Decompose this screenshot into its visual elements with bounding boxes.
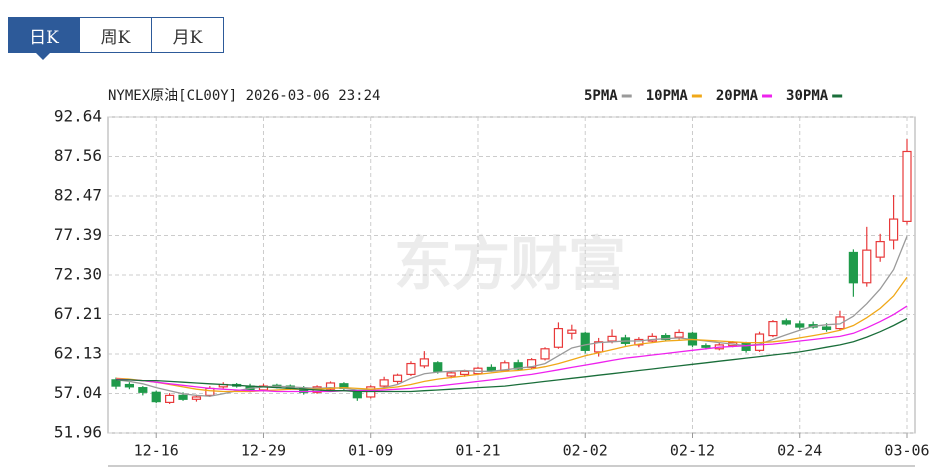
ma-line bbox=[115, 276, 908, 393]
candle-body bbox=[178, 394, 188, 400]
x-tick-label: 12-16 bbox=[134, 442, 179, 460]
candle-body bbox=[124, 383, 135, 388]
candle-body bbox=[419, 358, 429, 367]
candle-body bbox=[406, 362, 416, 376]
candle-body bbox=[902, 150, 912, 223]
candle-body bbox=[392, 374, 403, 383]
candle-body bbox=[513, 362, 523, 370]
legend-item: 5PMA bbox=[584, 88, 632, 104]
ma-line bbox=[115, 235, 908, 397]
tab[interactable]: 日K bbox=[8, 17, 80, 60]
x-tick-label: 12-29 bbox=[241, 442, 286, 460]
candle-body bbox=[835, 316, 845, 330]
y-tick-label: 51.96 bbox=[54, 423, 102, 442]
x-tick-label: 03-06 bbox=[884, 442, 929, 460]
candle-body bbox=[205, 387, 215, 397]
candle-body bbox=[527, 359, 537, 369]
tab[interactable]: 周K bbox=[80, 17, 152, 53]
candle-body bbox=[862, 249, 872, 284]
candle-body bbox=[768, 321, 778, 337]
candle-body bbox=[594, 341, 604, 353]
legend-label: 30PMA bbox=[786, 88, 829, 104]
candle-body bbox=[433, 362, 443, 372]
x-tick-label: 02-24 bbox=[777, 442, 822, 460]
y-tick-label: 77.39 bbox=[54, 225, 102, 244]
candle-body bbox=[821, 326, 832, 330]
candle-body bbox=[781, 320, 791, 325]
x-tick-label: 01-09 bbox=[348, 442, 393, 460]
candle-body bbox=[151, 391, 161, 403]
candle-body bbox=[553, 327, 564, 348]
tab-bar: 日K 周K 月K bbox=[8, 17, 224, 60]
candle-body bbox=[741, 342, 751, 351]
candle-body bbox=[258, 385, 269, 391]
y-tick-label: 82.47 bbox=[54, 186, 102, 205]
watermark: 东方财富 bbox=[394, 230, 626, 298]
candle-body bbox=[661, 334, 671, 341]
y-tick-label: 87.56 bbox=[54, 146, 102, 165]
candle-body bbox=[888, 218, 899, 241]
y-tick-label: 57.04 bbox=[54, 383, 102, 402]
candle-body bbox=[299, 387, 309, 393]
y-tick-label: 67.21 bbox=[54, 304, 102, 323]
candle-body bbox=[325, 382, 336, 390]
candle-body bbox=[875, 240, 885, 258]
chart-title: NYMEX原油[CL00Y] 2026-03-06 23:24 bbox=[108, 88, 380, 104]
candle-body bbox=[567, 329, 577, 334]
candle-body bbox=[607, 335, 617, 342]
candle-body bbox=[580, 332, 590, 351]
candle-body bbox=[459, 370, 470, 376]
x-tick-label: 02-02 bbox=[563, 442, 608, 460]
candle-body bbox=[674, 331, 684, 338]
candle-body bbox=[634, 338, 644, 346]
legend-item: 30PMA bbox=[786, 88, 843, 104]
ma-line bbox=[115, 305, 908, 393]
legend-item: 20PMA bbox=[716, 88, 773, 104]
y-tick-label: 92.64 bbox=[54, 107, 102, 126]
ma-line bbox=[116, 317, 908, 393]
legend-label: 5PMA bbox=[584, 88, 618, 104]
candle-body bbox=[352, 391, 362, 399]
candle-body bbox=[138, 387, 148, 393]
candle-body bbox=[191, 396, 202, 400]
legend-item: 10PMA bbox=[646, 88, 702, 104]
legend-label: 10PMA bbox=[646, 88, 689, 104]
candle-body bbox=[848, 251, 858, 284]
y-tick-label: 62.13 bbox=[54, 344, 102, 363]
candle-body bbox=[701, 345, 711, 348]
candle-body bbox=[446, 372, 456, 377]
candle-body bbox=[795, 323, 805, 328]
candle-body bbox=[379, 379, 389, 387]
candle-body bbox=[486, 366, 496, 372]
legend-label: 20PMA bbox=[716, 88, 759, 104]
candle-body bbox=[500, 362, 510, 372]
candle-body bbox=[165, 394, 175, 403]
candle-body bbox=[540, 348, 550, 360]
y-tick-label: 72.30 bbox=[54, 265, 102, 284]
x-tick-label: 02-12 bbox=[670, 442, 715, 460]
tab[interactable]: 月K bbox=[152, 17, 224, 53]
x-tick-label: 01-21 bbox=[455, 442, 500, 460]
